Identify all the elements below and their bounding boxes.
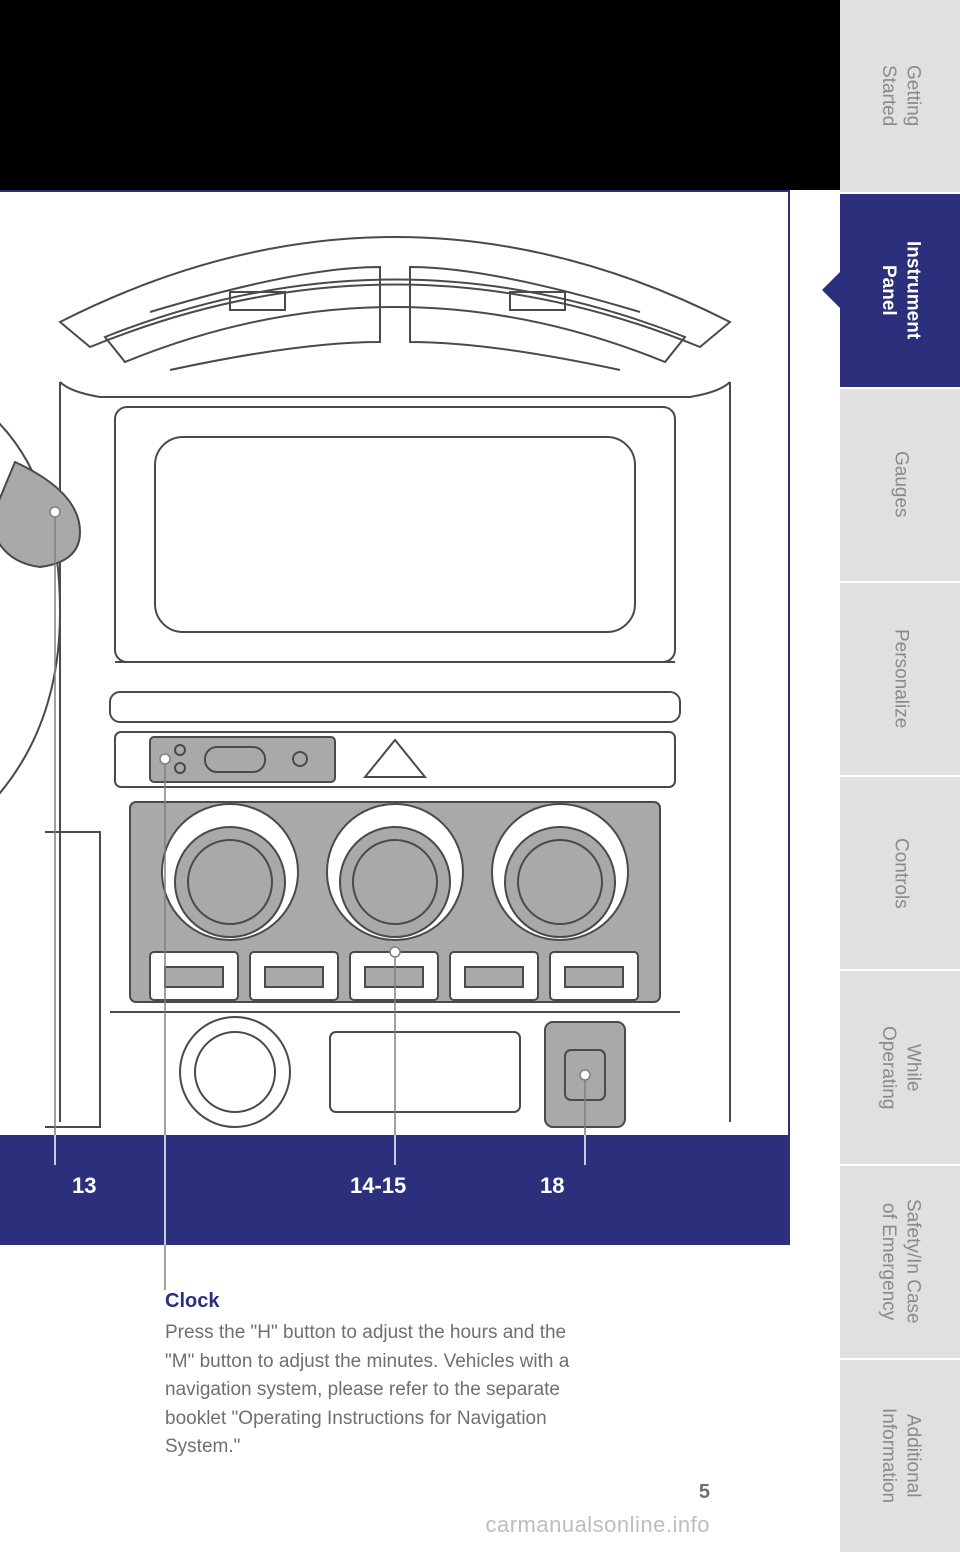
tab-getting-started[interactable]: Getting Started <box>840 0 960 194</box>
tab-label: Controls <box>888 838 913 909</box>
watermark: carmanualsonline.info <box>485 1512 710 1538</box>
side-tab-nav: Getting Started Instrument Panel Gauges … <box>840 0 960 1554</box>
instrument-panel-diagram <box>0 190 790 1200</box>
tab-label: Additional Information <box>875 1408 924 1503</box>
info-title: Clock <box>165 1290 585 1313</box>
tab-instrument-panel[interactable]: Instrument Panel <box>840 194 960 388</box>
info-body: Press the "H" button to adjust the hours… <box>165 1319 585 1462</box>
tab-safety-emergency[interactable]: Safety/In Case of Emergency <box>840 1166 960 1360</box>
page-number: 5 <box>699 1481 710 1504</box>
tab-label: Getting Started <box>875 65 924 126</box>
callout-13: 13 <box>72 1173 96 1199</box>
tab-while-operating[interactable]: While Operating <box>840 971 960 1165</box>
page-content: 13 14-15 18 Clock Press the "H" button t… <box>0 0 840 1554</box>
tab-additional-info[interactable]: Additional Information <box>840 1360 960 1554</box>
callout-number-bar: 13 14-15 18 <box>0 1135 790 1245</box>
tab-personalize[interactable]: Personalize <box>840 583 960 777</box>
black-header <box>0 0 840 190</box>
tab-controls[interactable]: Controls <box>840 777 960 971</box>
tab-label: Personalize <box>888 629 913 728</box>
dashboard-svg <box>0 192 790 1200</box>
callout-14-15: 14-15 <box>350 1173 406 1199</box>
tab-gauges[interactable]: Gauges <box>840 389 960 583</box>
tab-label: Instrument Panel <box>875 241 924 339</box>
tab-label: Safety/In Case of Emergency <box>875 1199 924 1324</box>
callout-18: 18 <box>540 1173 564 1199</box>
tab-label: While Operating <box>875 1026 924 1109</box>
clock-info-box: Clock Press the "H" button to adjust the… <box>165 1290 585 1462</box>
tab-label: Gauges <box>888 451 913 518</box>
